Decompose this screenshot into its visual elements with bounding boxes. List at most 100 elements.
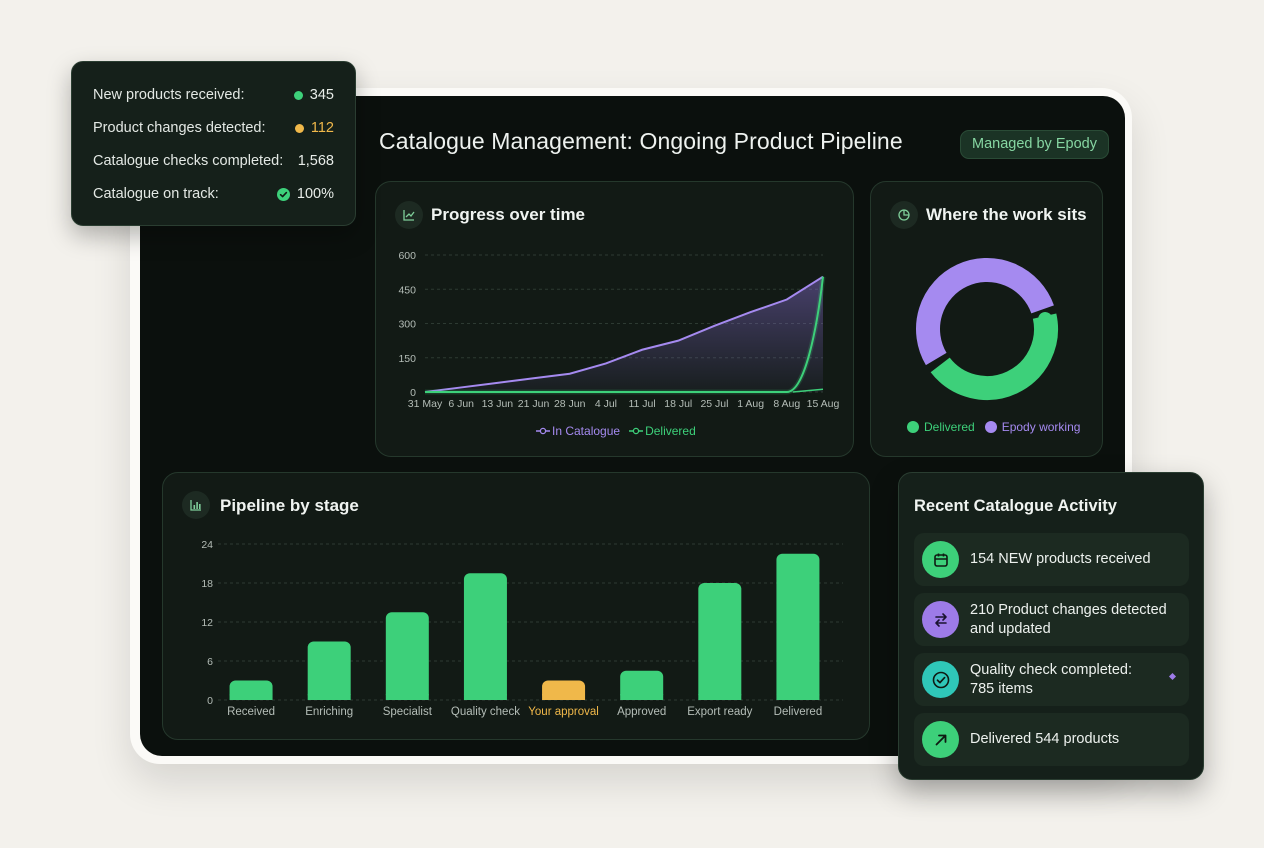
activity-item[interactable]: 154 NEW products received bbox=[914, 533, 1189, 586]
status-dot-green bbox=[293, 90, 303, 100]
in-catalogue-line bbox=[424, 275, 824, 393]
legend-marker-delivered bbox=[629, 427, 644, 435]
where-donut-chart bbox=[916, 258, 1058, 400]
x-tick-label: Received bbox=[227, 706, 275, 718]
x-tick-label: Specialist bbox=[383, 706, 433, 718]
legend-dot-delivered bbox=[907, 421, 919, 433]
bar-chart-icon bbox=[182, 491, 210, 519]
activity-line2: 785 items bbox=[970, 680, 1033, 697]
progress-card: Progress over time 0 150 300 450 600 31 May 6 … bbox=[375, 181, 854, 457]
stat-label: Catalogue on track: bbox=[93, 186, 219, 202]
stat-new-products: New products received: 345 bbox=[93, 85, 334, 105]
bar-approved bbox=[620, 670, 664, 700]
progress-line-chart: 0 150 300 450 600 31 May 6 Jun 13 Jun 21 Jun 28 J… bbox=[398, 250, 840, 410]
bar-delivered bbox=[776, 553, 820, 700]
x-tick-label: Export ready bbox=[687, 706, 752, 718]
bar-base bbox=[229, 694, 273, 700]
x-tick-label: 31 May bbox=[408, 398, 443, 410]
y-tick-label: 300 bbox=[398, 319, 416, 331]
x-tick-label: Quality check bbox=[451, 706, 520, 718]
line-chart-icon bbox=[395, 201, 423, 229]
where-title: Where the work sits bbox=[926, 205, 1087, 224]
where-legend-delivered: Delivered bbox=[924, 420, 975, 434]
bar-export-ready bbox=[698, 583, 742, 700]
legend-label-in-catalogue: In Catalogue bbox=[552, 424, 621, 438]
y-tick-label: 450 bbox=[398, 284, 416, 296]
x-tick-label: 11 Jul bbox=[628, 398, 655, 410]
x-tick-label: Your approval bbox=[528, 706, 599, 718]
activity-title: Recent Catalogue Activity bbox=[914, 497, 1117, 515]
activity-line1: 210 Product changes detected bbox=[970, 601, 1167, 618]
activity-item[interactable]: Quality check completed: 785 items bbox=[914, 653, 1189, 706]
legend-label-delivered: Delivered bbox=[645, 424, 696, 438]
stat-value: 345 bbox=[309, 87, 334, 103]
y-tick-label: 24 bbox=[201, 539, 213, 551]
where-card: Where the work sits Delivered Epody work… bbox=[870, 181, 1103, 457]
activity-item[interactable]: 210 Product changes detected and updated bbox=[914, 593, 1189, 646]
x-tick-label: 4 Jul bbox=[595, 398, 617, 410]
x-tick-label: 8 Aug bbox=[773, 398, 800, 410]
x-tick-label: 13 Jun bbox=[482, 398, 514, 410]
bar-base bbox=[542, 694, 586, 700]
pipeline-bar-chart: 0 6 12 18 24 Received Enriching Specialist Quali… bbox=[201, 539, 843, 718]
y-tick-label: 0 bbox=[410, 387, 416, 399]
bar-base bbox=[776, 694, 820, 700]
delivered-line bbox=[425, 276, 824, 393]
bar-base bbox=[698, 694, 742, 700]
bar-specialist bbox=[385, 612, 429, 700]
calendar-icon bbox=[922, 541, 959, 578]
x-tick-label: 21 Jun bbox=[518, 398, 550, 410]
legend-marker-in-catalogue bbox=[536, 427, 550, 435]
stat-value: 112 bbox=[310, 120, 334, 136]
x-tick-label: 6 Jun bbox=[448, 398, 474, 410]
stat-value: 100% bbox=[296, 186, 334, 202]
pipeline-card: Pipeline by stage 0 6 12 18 24 Received Enrich… bbox=[162, 472, 870, 740]
x-tick-label: 15 Aug bbox=[807, 398, 840, 410]
x-tick-label: Approved bbox=[617, 706, 666, 718]
sparkle-icon bbox=[1168, 672, 1177, 681]
where-legend: Delivered Epody working bbox=[907, 420, 1080, 434]
stat-value: 1,568 bbox=[297, 153, 334, 169]
bar-base bbox=[385, 694, 429, 700]
stat-label: Catalogue checks completed: bbox=[93, 153, 284, 169]
y-tick-label: 6 bbox=[207, 656, 213, 668]
x-tick-label: Delivered bbox=[774, 706, 823, 718]
progress-title: Progress over time bbox=[431, 205, 586, 224]
x-tick-label: 18 Jul bbox=[664, 398, 692, 410]
bar-base bbox=[307, 694, 351, 700]
x-tick-label: Enriching bbox=[305, 706, 353, 718]
donut-segment-delivered bbox=[930, 313, 1058, 400]
arrow-up-right-icon bbox=[922, 721, 959, 758]
page-title: Catalogue Management: Ongoing Product Pi… bbox=[379, 128, 903, 154]
pipeline-title: Pipeline by stage bbox=[220, 496, 359, 515]
x-tick-label: 1 Aug bbox=[737, 398, 764, 410]
stat-checks-completed: Catalogue checks completed: 1,568 bbox=[93, 151, 334, 171]
activity-item[interactable]: Delivered 544 products bbox=[914, 713, 1189, 766]
managed-by-badge: Managed by Epody bbox=[960, 130, 1109, 159]
x-tick-label: 28 Jun bbox=[554, 398, 586, 410]
delivered-tail bbox=[792, 388, 824, 393]
check-circle-icon bbox=[276, 187, 290, 201]
swap-icon bbox=[922, 601, 959, 638]
x-tick-label: 25 Jul bbox=[700, 398, 728, 410]
bar-base bbox=[463, 694, 507, 700]
stat-product-changes: Product changes detected: 112 bbox=[93, 118, 334, 138]
donut-segment-epody-working bbox=[916, 258, 1054, 366]
y-tick-label: 0 bbox=[207, 695, 213, 707]
pie-chart-icon bbox=[890, 201, 918, 229]
activity-line1: 154 NEW products received bbox=[970, 551, 1151, 567]
bar-enriching bbox=[307, 641, 351, 700]
status-dot-amber bbox=[294, 123, 304, 133]
stat-label: Product changes detected: bbox=[93, 120, 266, 136]
y-tick-label: 600 bbox=[398, 250, 416, 262]
activity-line2: and updated bbox=[970, 620, 1051, 637]
activity-line1: Quality check completed: bbox=[970, 661, 1132, 678]
in-catalogue-area bbox=[425, 276, 823, 392]
donut-tab bbox=[1038, 312, 1053, 339]
y-tick-label: 12 bbox=[201, 617, 213, 629]
progress-legend: In Catalogue Delivered bbox=[536, 424, 696, 438]
stat-on-track: Catalogue on track: 100% bbox=[93, 184, 334, 204]
recent-activity-card: Recent Catalogue Activity 154 NEW produc… bbox=[898, 472, 1204, 780]
where-legend-epody: Epody working bbox=[1001, 420, 1081, 434]
summary-stats-card: New products received: 345 Product chang… bbox=[71, 61, 356, 226]
